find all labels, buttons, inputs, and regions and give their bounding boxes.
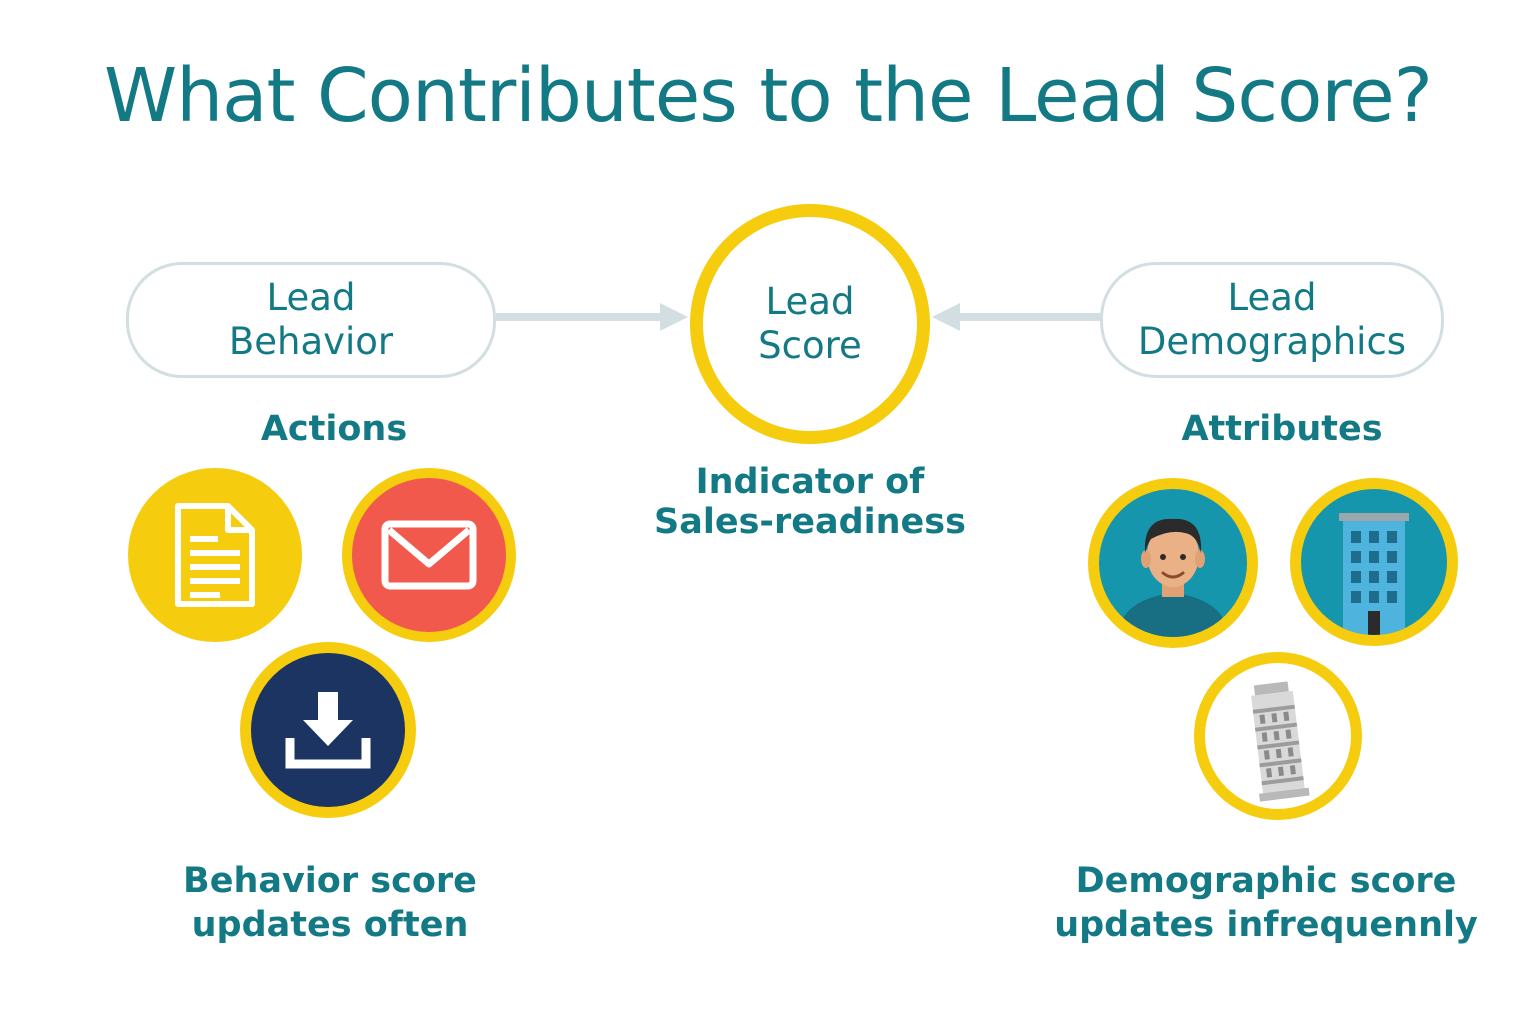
lead-demographics-line1: Lead [1227, 275, 1317, 319]
email-icon [342, 468, 516, 642]
demographic-caption-line1: Demographic score [1075, 861, 1457, 901]
lead-behavior-line2: Behavior [228, 320, 394, 363]
indicator-line2: Sales-readiness [654, 502, 966, 543]
indicator-line1: Indicator of [695, 462, 925, 502]
arrow-left-icon [932, 303, 1102, 331]
demographic-caption-line2: updates infrequennly [1054, 904, 1478, 945]
demographic-caption: Demographic score updates infrequennly [1050, 860, 1482, 948]
actions-heading: Actions [260, 409, 408, 449]
building-icon [1290, 478, 1458, 646]
lead-behavior-line1: Lead [266, 275, 356, 319]
lead-score-line1: Lead [765, 279, 855, 323]
behavior-caption: Behavior score updates often [130, 860, 530, 948]
attributes-heading: Attributes [1181, 409, 1383, 449]
document-icon [128, 468, 302, 642]
download-icon [240, 642, 416, 818]
behavior-caption-line1: Behavior score [183, 861, 477, 901]
lead-behavior-box: Lead Behavior [126, 262, 496, 378]
behavior-caption-line2: updates often [191, 904, 469, 945]
indicator-text: Indicator of Sales-readiness [610, 462, 1010, 543]
lead-score-line2: Score [758, 324, 862, 367]
leaning-tower-icon [1194, 652, 1362, 820]
arrow-right-icon [496, 303, 688, 331]
person-icon [1088, 478, 1258, 648]
lead-demographics-line2: Demographics [1137, 320, 1407, 363]
lead-score-circle: Lead Score [690, 204, 930, 444]
lead-demographics-box: Lead Demographics [1100, 262, 1444, 378]
page-title: What Contributes to the Lead Score? [104, 53, 1433, 139]
